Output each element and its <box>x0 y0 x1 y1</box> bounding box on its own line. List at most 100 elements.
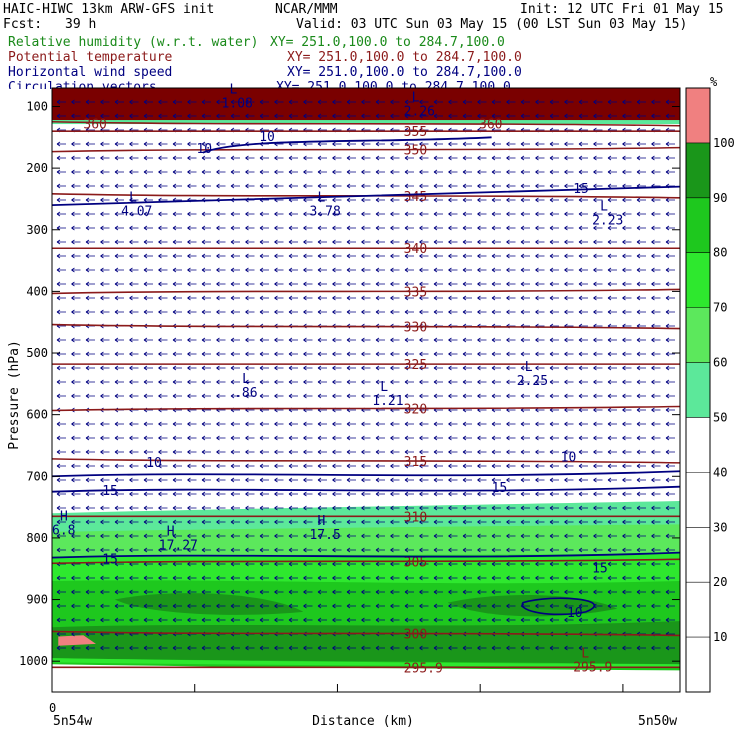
y-tick-label: 900 <box>26 593 48 607</box>
circulation-vector <box>303 379 313 385</box>
circulation-vector <box>491 267 501 273</box>
circulation-vector <box>317 225 327 231</box>
circulation-vector <box>56 309 66 315</box>
circulation-vector <box>404 603 414 609</box>
circulation-vector <box>593 505 603 511</box>
circulation-vector <box>651 421 661 427</box>
circulation-vector <box>390 253 400 259</box>
extremum-marker: L <box>525 360 533 375</box>
colorbar-band <box>686 88 710 143</box>
circulation-vector <box>216 295 226 301</box>
circulation-vector <box>375 393 385 399</box>
circulation-vector <box>361 113 371 119</box>
circulation-vector <box>622 407 632 413</box>
circulation-vector <box>448 169 458 175</box>
circulation-vector <box>56 239 66 245</box>
circulation-vector <box>404 435 414 441</box>
wind-contour <box>51 485 681 493</box>
circulation-vector <box>259 113 269 119</box>
circulation-vector <box>433 211 443 217</box>
circulation-vector <box>216 533 226 539</box>
circulation-vector <box>201 351 211 357</box>
circulation-vector <box>549 491 559 497</box>
circulation-vector <box>274 449 284 455</box>
circulation-vector <box>535 547 545 553</box>
circulation-vector <box>114 351 124 357</box>
circulation-vector <box>346 267 356 273</box>
circulation-vector <box>404 519 414 525</box>
circulation-vector <box>520 589 530 595</box>
circulation-vector <box>274 519 284 525</box>
circulation-vector <box>390 589 400 595</box>
circulation-vector <box>143 267 153 273</box>
circulation-vector <box>274 239 284 245</box>
circulation-vector <box>71 589 81 595</box>
circulation-vector <box>245 295 255 301</box>
circulation-vector <box>607 225 617 231</box>
circulation-vector <box>665 519 675 525</box>
circulation-vector <box>477 589 487 595</box>
circulation-vector <box>100 113 110 119</box>
circulation-vector <box>346 645 356 651</box>
circulation-vector <box>288 379 298 385</box>
circulation-vector <box>390 197 400 203</box>
x-origin-label: 0 <box>49 701 56 715</box>
circulation-vector <box>288 491 298 497</box>
circulation-vector <box>143 295 153 301</box>
circulation-vector <box>361 141 371 147</box>
circulation-vector <box>100 141 110 147</box>
fcst-value: 39 h <box>65 17 97 32</box>
circulation-vector <box>274 547 284 553</box>
circulation-vector <box>375 183 385 189</box>
circulation-vector <box>259 435 269 441</box>
circulation-vector <box>419 435 429 441</box>
circulation-vector <box>85 169 95 175</box>
circulation-vector <box>245 211 255 217</box>
circulation-vector <box>216 435 226 441</box>
circulation-vector <box>375 337 385 343</box>
circulation-vector <box>665 421 675 427</box>
circulation-vector <box>56 267 66 273</box>
circulation-vector <box>549 519 559 525</box>
circulation-vector <box>651 477 661 483</box>
circulation-vector <box>622 547 632 553</box>
circulation-vector <box>477 155 487 161</box>
circulation-vector <box>129 211 139 217</box>
circulation-vector <box>114 239 124 245</box>
circulation-vector <box>71 155 81 161</box>
circulation-vector <box>462 589 472 595</box>
circulation-vector <box>593 617 603 623</box>
circulation-vector <box>375 281 385 287</box>
circulation-vector <box>448 421 458 427</box>
circulation-vector <box>607 211 617 217</box>
circulation-vector <box>71 519 81 525</box>
colorbar-tick-label: 80 <box>713 246 727 260</box>
circulation-vector <box>477 505 487 511</box>
circulation-vector <box>506 141 516 147</box>
circulation-vector <box>491 225 501 231</box>
circulation-vector <box>158 169 168 175</box>
circulation-vector <box>245 561 255 567</box>
circulation-vector <box>419 463 429 469</box>
circulation-vector <box>419 449 429 455</box>
circulation-vector <box>143 239 153 245</box>
circulation-vector <box>491 141 501 147</box>
circulation-vector <box>375 267 385 273</box>
circulation-vector <box>448 309 458 315</box>
theta-contour <box>51 558 681 565</box>
circulation-vector <box>100 197 110 203</box>
circulation-vector <box>230 267 240 273</box>
circulation-vector <box>462 225 472 231</box>
circulation-vector <box>390 337 400 343</box>
circulation-vector <box>85 477 95 483</box>
circulation-vector <box>593 421 603 427</box>
circulation-vector <box>158 225 168 231</box>
circulation-vector <box>129 99 139 105</box>
circulation-vector <box>56 337 66 343</box>
circulation-vector <box>361 239 371 245</box>
circulation-vector <box>462 113 472 119</box>
rh-band-90 <box>52 621 680 665</box>
circulation-vector <box>317 505 327 511</box>
circulation-vector <box>636 449 646 455</box>
